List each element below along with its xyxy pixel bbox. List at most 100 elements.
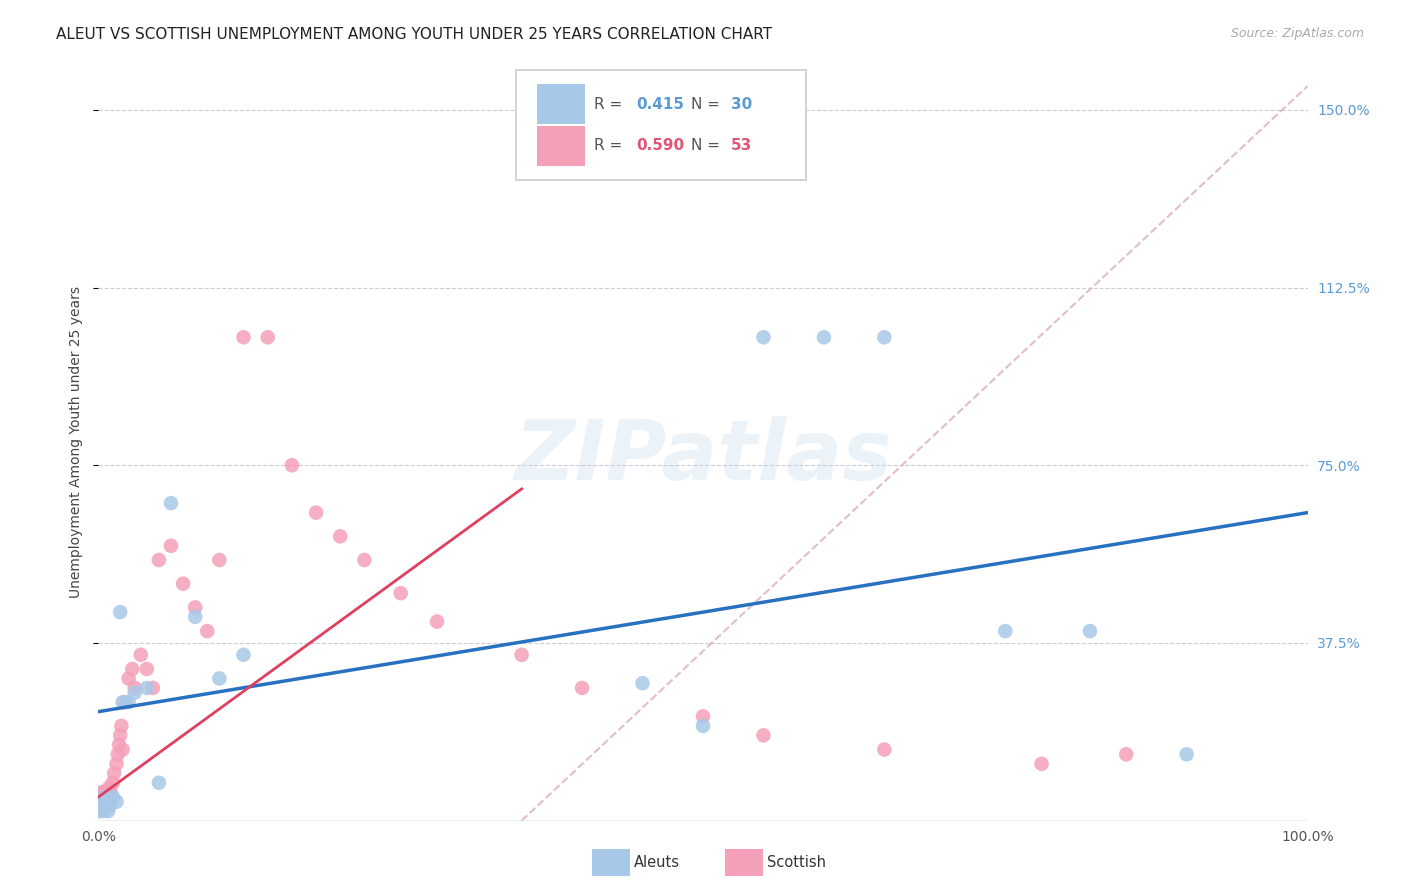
Text: R =: R = [595,138,627,153]
Point [148,553,170,567]
Point [108,605,131,619]
Point [510,648,533,662]
Point [256,330,278,344]
Point [305,506,328,520]
Text: 53: 53 [731,138,752,153]
Point [89,795,111,809]
Point [107,747,129,762]
Point [91,785,114,799]
Y-axis label: Unemployment Among Youth under 25 years: Unemployment Among Youth under 25 years [69,285,83,598]
Point [100,789,122,804]
Point [1078,624,1101,639]
Point [129,648,152,662]
FancyBboxPatch shape [537,85,585,124]
Point [98,780,121,795]
Point [426,615,449,629]
Point [184,610,207,624]
Point [124,681,146,695]
Point [97,789,120,804]
Text: ALEUT VS SCOTTISH UNEMPLOYMENT AMONG YOUTH UNDER 25 YEARS CORRELATION CHART: ALEUT VS SCOTTISH UNEMPLOYMENT AMONG YOU… [56,27,772,42]
Point [105,756,128,771]
Text: R =: R = [595,96,627,112]
Point [994,624,1017,639]
Point [118,695,141,709]
Point [1115,747,1137,762]
Point [160,539,183,553]
Point [93,795,115,809]
Point [93,785,115,799]
FancyBboxPatch shape [537,126,585,166]
Point [97,804,120,818]
Point [873,742,896,756]
Text: 0.415: 0.415 [637,96,685,112]
Text: Scottish: Scottish [768,855,827,870]
Point [172,576,194,591]
Point [184,600,207,615]
Text: Aleuts: Aleuts [634,855,681,870]
Point [232,648,254,662]
Point [135,662,157,676]
Point [813,330,835,344]
Point [353,553,375,567]
Point [91,795,114,809]
Point [114,695,136,709]
Point [752,330,775,344]
Point [1175,747,1198,762]
Point [118,672,141,686]
Point [389,586,412,600]
Point [91,789,114,804]
Point [103,766,125,780]
Point [873,330,896,344]
Point [195,624,218,639]
Point [121,662,143,676]
Point [142,681,165,695]
Text: N =: N = [690,96,724,112]
Point [96,795,118,809]
Point [96,795,118,809]
Point [160,496,183,510]
Point [1031,756,1053,771]
Point [90,799,112,814]
Point [94,799,117,814]
Point [101,776,124,790]
Point [692,719,714,733]
Point [90,799,112,814]
Point [91,799,114,814]
FancyBboxPatch shape [592,848,630,876]
Point [108,728,131,742]
Point [232,330,254,344]
Point [631,676,654,690]
Text: N =: N = [690,138,724,153]
Point [329,529,352,543]
Point [108,738,131,752]
Point [752,728,775,742]
Point [93,789,115,804]
Text: 30: 30 [731,96,752,112]
Point [135,681,157,695]
Point [111,695,134,709]
Point [100,785,122,799]
FancyBboxPatch shape [516,70,806,180]
Point [124,686,146,700]
Point [94,799,117,814]
Point [94,789,117,804]
Point [98,799,121,814]
Point [96,785,118,799]
Point [110,719,132,733]
Point [90,789,112,804]
Point [692,709,714,723]
Point [208,553,231,567]
Point [89,804,111,818]
Point [208,672,231,686]
Point [111,742,134,756]
Text: Source: ZipAtlas.com: Source: ZipAtlas.com [1230,27,1364,40]
Point [91,804,114,818]
Text: 0.590: 0.590 [637,138,685,153]
Point [91,795,114,809]
Text: ZIPatlas: ZIPatlas [515,417,891,497]
Point [571,681,593,695]
Point [281,458,304,473]
Point [148,776,170,790]
FancyBboxPatch shape [724,848,763,876]
Point [105,795,128,809]
